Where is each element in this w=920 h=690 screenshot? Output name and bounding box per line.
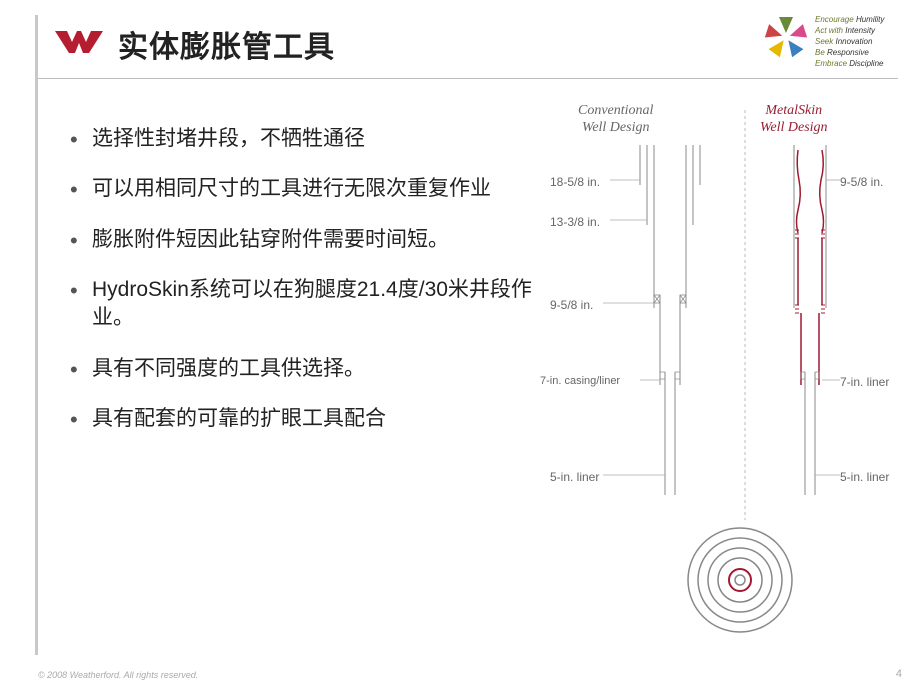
bullet-item: 膨胀附件短因此钻穿附件需要时间短。 [70,226,540,254]
well-diagram: ConventionalWell Design MetalSkinWell De… [540,100,900,655]
bullet-item: 具有不同强度的工具供选择。 [70,355,540,383]
bullet-list: 选择性封堵井段，不牺牲通径 可以用相同尺寸的工具进行无限次重复作业 膨胀附件短因… [70,125,540,455]
footer-copyright: © 2008 Weatherford. All rights reserved. [38,670,198,680]
slide-title: 实体膨胀管工具 [118,22,335,66]
bullet-item: HydroSkin系统可以在狗腿度21.4度/30米井段作业。 [70,276,540,333]
company-logo [55,27,103,57]
values-list: Encourage Humility Act with Intensity Se… [815,14,900,69]
values-star-icon [762,13,810,66]
title-divider [38,78,898,79]
left-accent-bar [35,15,38,655]
bullet-item: 可以用相同尺寸的工具进行无限次重复作业 [70,175,540,203]
bullet-item: 选择性封堵井段，不牺牲通径 [70,125,540,153]
page-number: 4 [896,668,902,680]
bullet-item: 具有配套的可靠的扩眼工具配合 [70,405,540,433]
